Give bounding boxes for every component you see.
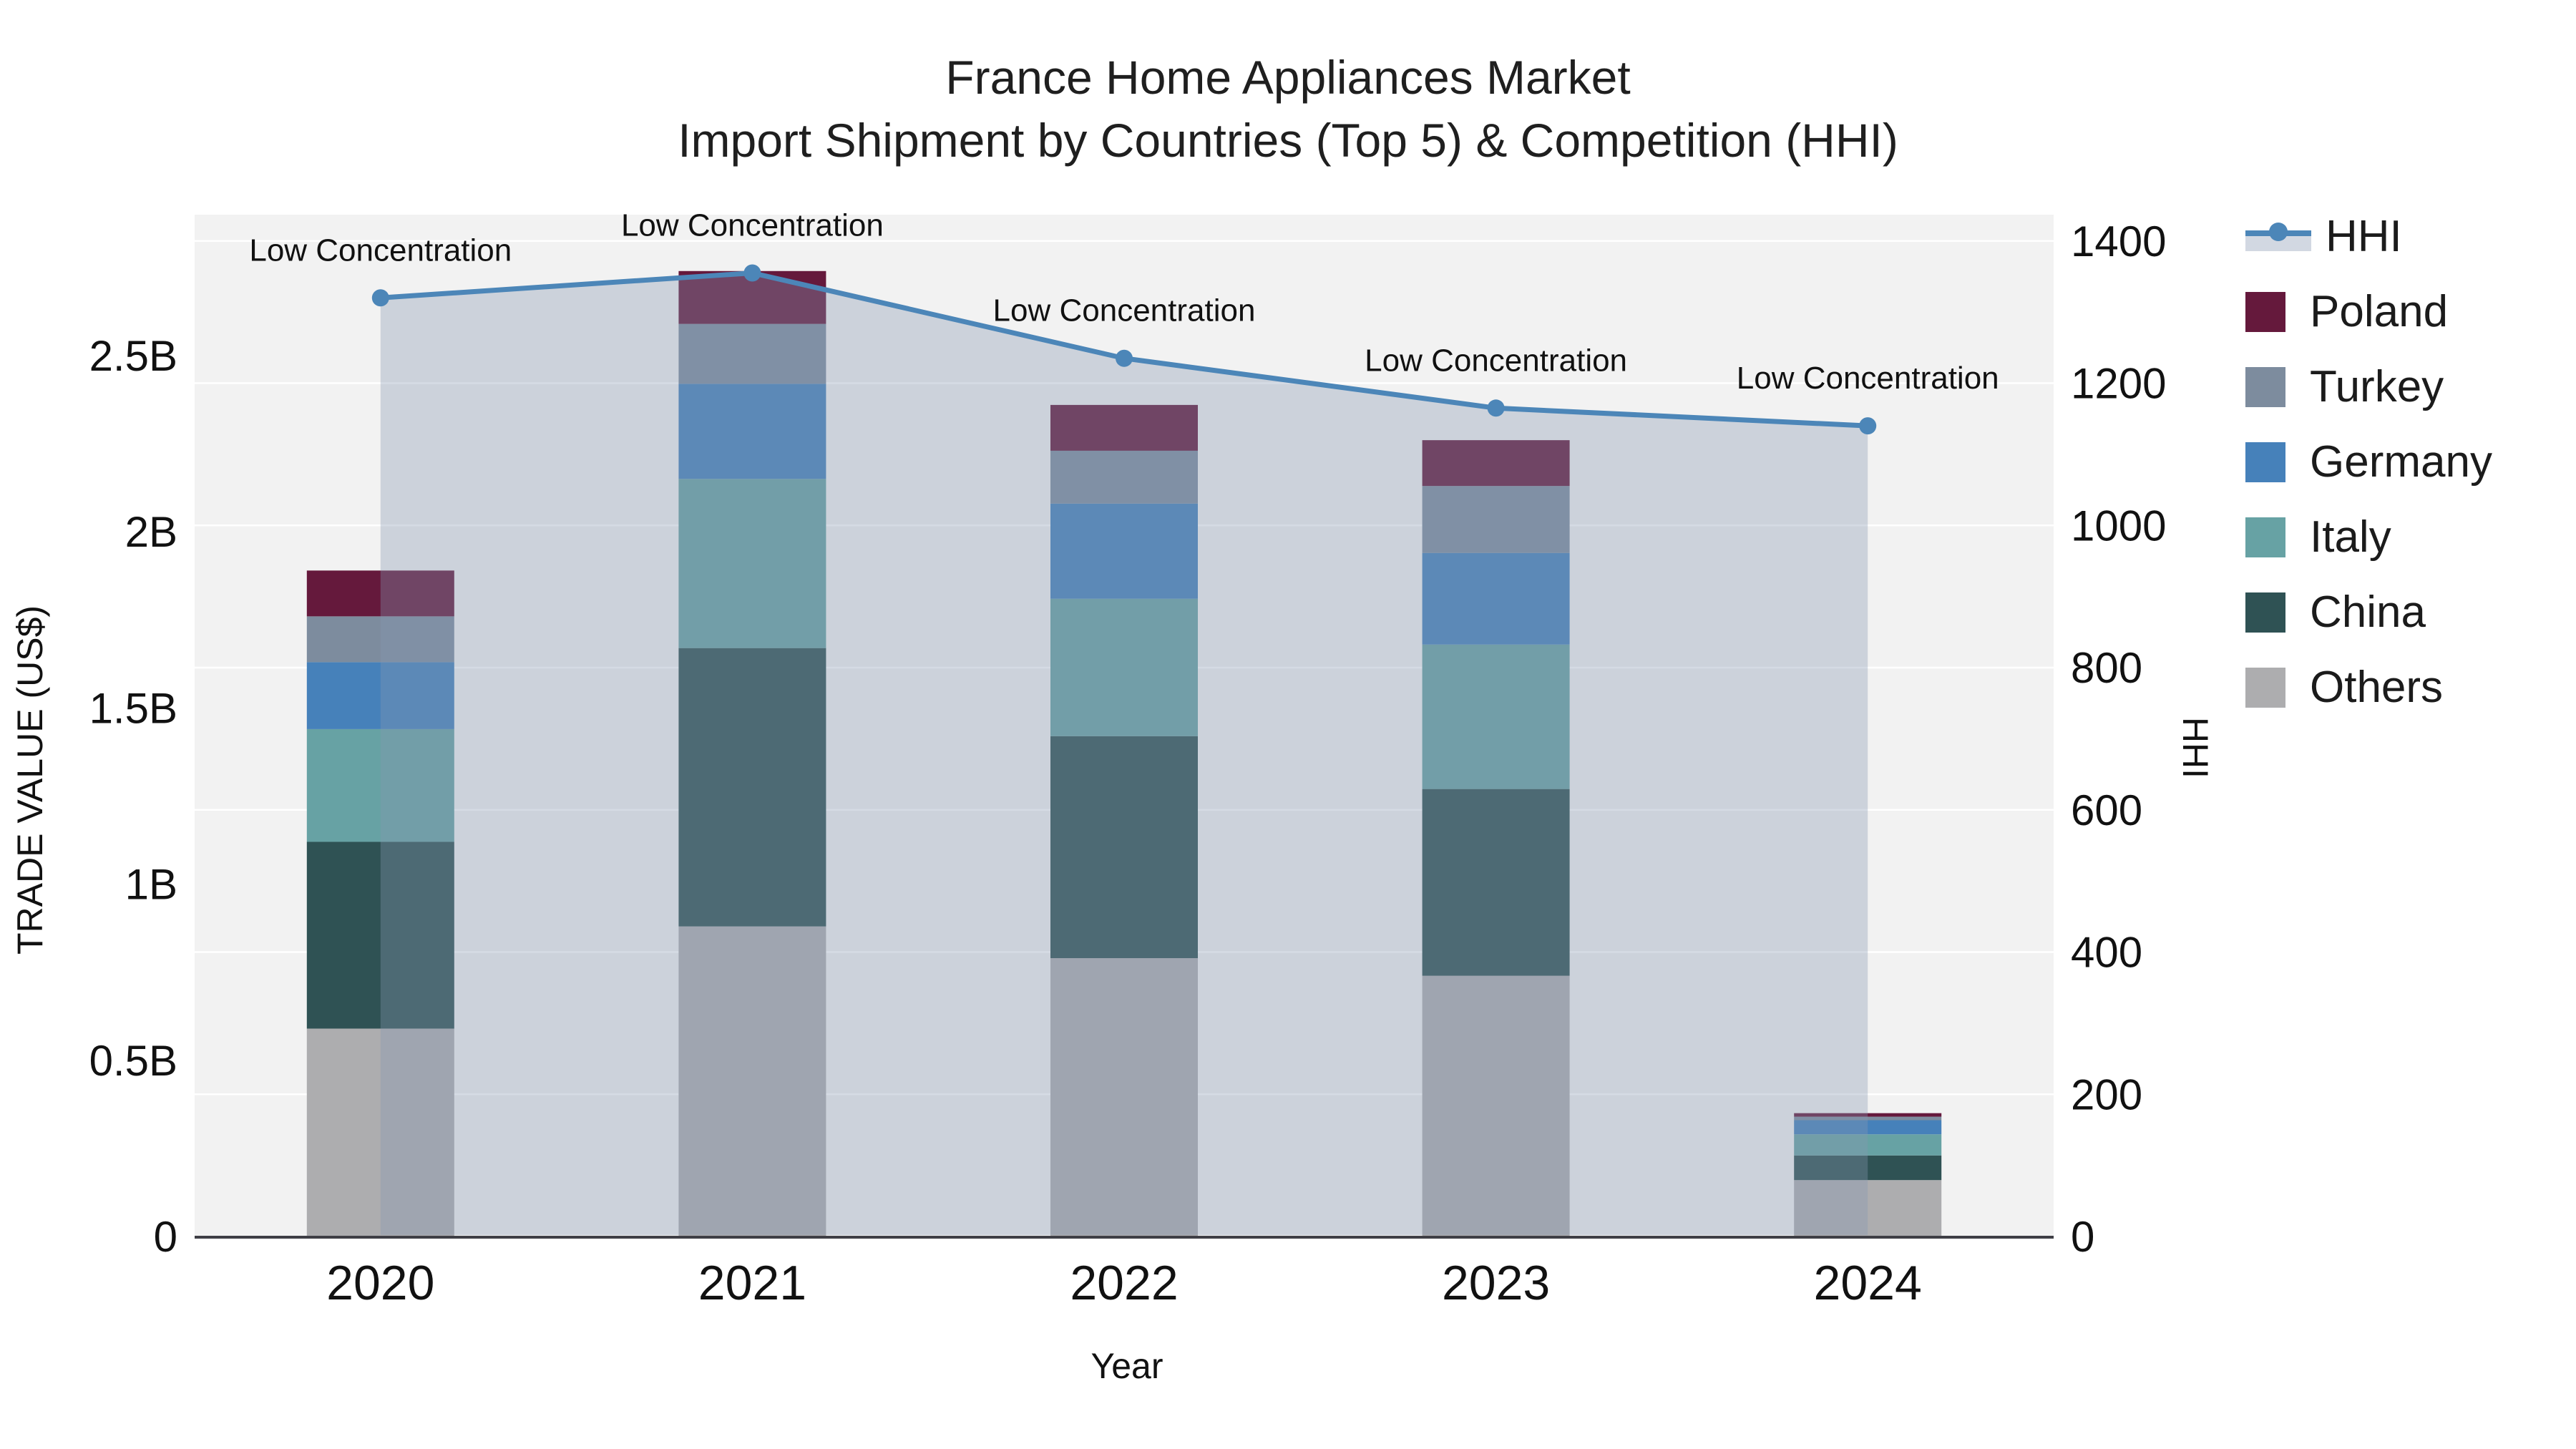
bar-segment-germany-2022 <box>1050 503 1198 599</box>
bar-segment-germany-2024 <box>1794 1120 1942 1135</box>
x-tick-2023: 2023 <box>1442 1256 1550 1310</box>
bar-segment-others-2024 <box>1794 1180 1942 1236</box>
left-tick-0: 0 <box>154 1213 177 1261</box>
annotation-2022: Low Concentration <box>993 293 1256 328</box>
x-tick-2024: 2024 <box>1814 1256 1922 1310</box>
bar-segment-germany-2023 <box>1422 552 1570 645</box>
annotation-2023: Low Concentration <box>1365 343 1627 378</box>
left-tick-1B: 1B <box>125 861 177 909</box>
annotation-2020: Low Concentration <box>249 233 512 268</box>
right-axis-title: HHI <box>2175 716 2215 779</box>
bar-segment-poland-2024 <box>1794 1113 1942 1117</box>
legend-item-turkey[interactable]: Turkey <box>2245 361 2492 412</box>
china-swatch-icon <box>2245 592 2285 633</box>
legend-label: Germany <box>2310 437 2492 487</box>
x-tick-2021: 2021 <box>698 1256 806 1310</box>
legend-item-poland[interactable]: Poland <box>2245 286 2492 337</box>
legend-label: HHI <box>2326 212 2402 261</box>
x-tick-2020: 2020 <box>326 1256 434 1310</box>
bar-segment-turkey-2021 <box>678 323 826 384</box>
hhi-marker-2024 <box>1859 417 1877 435</box>
bar-segment-germany-2021 <box>678 384 826 479</box>
bar-segment-italy-2023 <box>1422 644 1570 789</box>
legend-label: Turkey <box>2310 362 2444 411</box>
right-tick-1200: 1200 <box>2071 360 2166 408</box>
bar-segment-others-2023 <box>1422 975 1570 1236</box>
annotation-2021: Low Concentration <box>621 208 884 243</box>
right-tick-1400: 1400 <box>2071 218 2166 265</box>
bar-segment-turkey-2024 <box>1794 1116 1942 1121</box>
bar-segment-italy-2024 <box>1794 1134 1942 1156</box>
bar-segment-china-2022 <box>1050 736 1198 958</box>
right-tick-1000: 1000 <box>2071 502 2166 550</box>
left-axis-title: TRADE VALUE (US$) <box>10 605 50 955</box>
bar-segment-turkey-2023 <box>1422 486 1570 553</box>
left-tick-1.5B: 1.5B <box>89 684 177 732</box>
chart-title-line-1: France Home Appliances Market <box>945 51 1631 104</box>
left-tick-2.5B: 2.5B <box>89 332 177 380</box>
legend-label: China <box>2310 587 2426 637</box>
right-tick-0: 0 <box>2071 1213 2094 1261</box>
bar-segment-italy-2022 <box>1050 598 1198 736</box>
poland-swatch-icon <box>2245 291 2285 332</box>
hhi-marker-2022 <box>1116 349 1133 367</box>
hhi-line-icon <box>2245 215 2311 258</box>
left-tick-0.5B: 0.5B <box>89 1037 177 1085</box>
bar-segment-china-2023 <box>1422 789 1570 976</box>
annotation-2024: Low Concentration <box>1737 361 1999 396</box>
x-tick-2022: 2022 <box>1070 1256 1178 1310</box>
bar-segment-poland-2023 <box>1422 440 1570 487</box>
chart-title-line-2: Import Shipment by Countries (Top 5) & C… <box>678 114 1898 167</box>
hhi-fill-area <box>380 273 1868 1235</box>
bar-segment-others-2020 <box>306 1028 454 1236</box>
left-tick-2B: 2B <box>125 508 177 556</box>
bar-segment-italy-2020 <box>306 728 454 842</box>
legend-label: Italy <box>2310 512 2391 562</box>
hhi-marker-2021 <box>743 264 761 282</box>
bar-segment-italy-2021 <box>678 479 826 648</box>
bar-segment-turkey-2022 <box>1050 450 1198 504</box>
legend-item-germany[interactable]: Germany <box>2245 436 2492 487</box>
legend-item-hhi[interactable]: HHI <box>2245 211 2492 262</box>
italy-swatch-icon <box>2245 517 2285 557</box>
legend-label: Others <box>2310 663 2444 712</box>
legend-label: Poland <box>2310 287 2449 336</box>
others-swatch-icon <box>2245 667 2285 708</box>
bar-segment-china-2024 <box>1794 1155 1942 1181</box>
bar-segment-others-2022 <box>1050 957 1198 1236</box>
germany-swatch-icon <box>2245 441 2285 482</box>
bar-segment-poland-2020 <box>306 570 454 617</box>
turkey-swatch-icon <box>2245 366 2285 407</box>
x-axis-title: Year <box>1091 1346 1163 1386</box>
bar-segment-germany-2020 <box>306 662 454 729</box>
hhi-marker-2023 <box>1487 399 1505 417</box>
right-tick-400: 400 <box>2071 929 2142 977</box>
hhi-marker-2020 <box>371 289 389 307</box>
bar-segment-others-2021 <box>678 926 826 1236</box>
right-tick-200: 200 <box>2071 1070 2142 1118</box>
legend-item-china[interactable]: China <box>2245 587 2492 638</box>
legend-item-others[interactable]: Others <box>2245 662 2492 713</box>
bar-segment-china-2020 <box>306 841 454 1029</box>
right-tick-800: 800 <box>2071 644 2142 692</box>
bar-segment-china-2021 <box>678 648 826 927</box>
bar-segment-turkey-2020 <box>306 616 454 663</box>
legend-item-italy[interactable]: Italy <box>2245 512 2492 562</box>
right-tick-600: 600 <box>2071 786 2142 834</box>
bar-segment-poland-2022 <box>1050 404 1198 451</box>
legend: HHI Poland Turkey Germany Italy China Ot… <box>2245 211 2492 713</box>
